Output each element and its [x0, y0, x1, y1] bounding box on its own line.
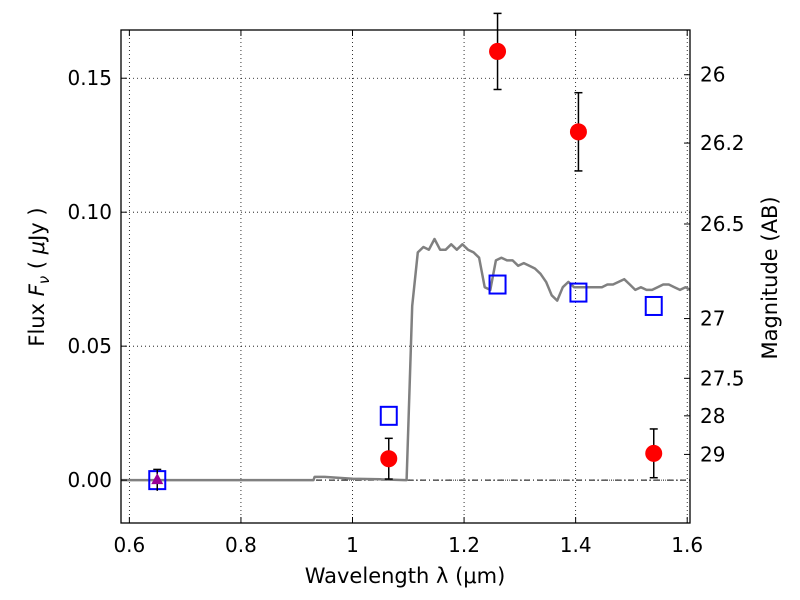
y-label-subscript: ν	[35, 276, 53, 284]
observed-flux-point	[380, 450, 398, 468]
y-axis-label: Flux Fν ( μJy )	[25, 207, 53, 346]
y-tick-label: 0.15	[67, 66, 112, 90]
x-tick-label: 1.4	[560, 533, 592, 557]
y-label-unit-rest: Jy )	[25, 207, 49, 243]
y-tick-label: 0.10	[67, 200, 112, 224]
model-flux-square	[379, 405, 398, 426]
y-label-symbol: F	[25, 283, 49, 296]
right-tick-label: 29	[700, 442, 725, 466]
right-tick-label: 28	[700, 404, 725, 428]
x-tick-label: 1.6	[671, 533, 703, 557]
y-label-unit-mu: μ	[25, 241, 49, 255]
observed-flux-point	[489, 42, 507, 60]
x-tick-label: 0.6	[113, 533, 145, 557]
model-flux-square	[569, 282, 588, 303]
x-tick-label: 1	[346, 533, 359, 557]
right-tick-label: 26.2	[700, 131, 745, 155]
x-tick-label: 0.8	[225, 533, 257, 557]
y-tick-label: 0.00	[67, 468, 112, 492]
y-label-prefix: Flux	[25, 296, 49, 346]
x-tick-label: 1.2	[448, 533, 480, 557]
x-axis-label: Wavelength λ (μm)	[305, 564, 506, 588]
model-flux-square	[644, 295, 663, 316]
right-tick-label: 27	[700, 307, 725, 331]
y-label-unit-open: (	[25, 254, 49, 276]
data-series	[121, 12, 691, 491]
right-axis-label: Magnitude (AB)	[758, 196, 782, 359]
plot-background	[121, 30, 690, 523]
right-tick-label: 26	[700, 63, 725, 87]
plot-frame	[120, 29, 691, 524]
upper-limit-triangle	[151, 473, 164, 485]
observed-flux-point	[645, 444, 663, 462]
right-tick-label: 26.5	[700, 212, 745, 236]
axis-ticks: 0.6 0.8 1 1.2 1.4 1.6 0.00 0.05 0.10 0.15 26 26.2 26…	[67, 30, 745, 557]
right-tick-label: 27.5	[700, 366, 745, 390]
model-flux-square	[488, 274, 507, 295]
sed-model-line	[121, 237, 691, 482]
observed-flux-point	[569, 123, 587, 141]
y-tick-label: 0.05	[67, 334, 112, 358]
